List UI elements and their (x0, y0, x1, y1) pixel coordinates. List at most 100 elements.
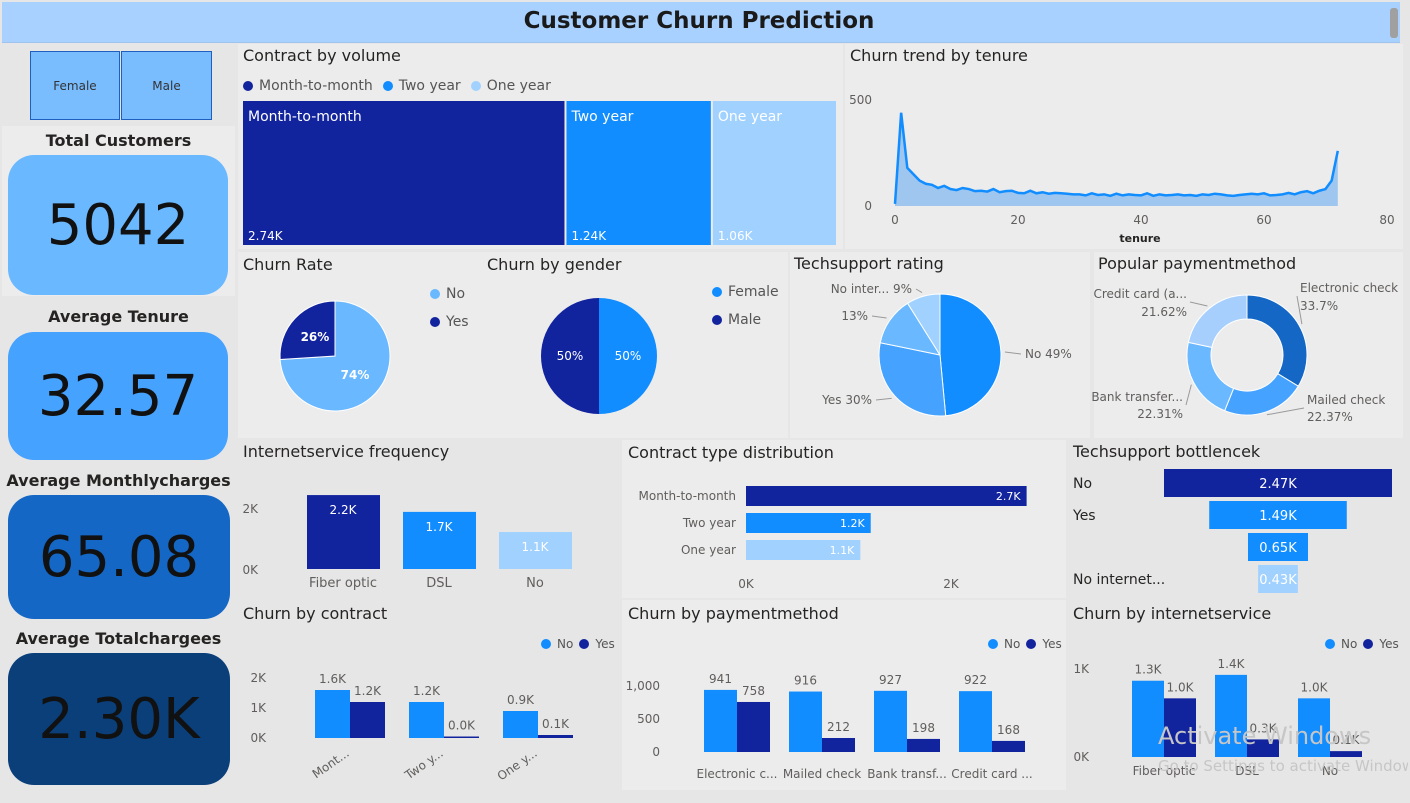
x-tick-label: Bank transf... (867, 767, 947, 781)
bar-data-label: 1.4K (1218, 657, 1246, 671)
scrollbar[interactable] (1390, 8, 1398, 38)
legend-label-no: No (1004, 637, 1021, 651)
bar (1298, 698, 1330, 757)
funnel-category-label: Yes (1072, 508, 1096, 524)
legend-dot-no (988, 639, 998, 649)
chart-title-churn-gender: Churn by gender (487, 255, 622, 274)
legend-label-yes: Yes (446, 314, 469, 330)
pie-slice (279, 300, 336, 360)
y-tick-label: 0K (250, 731, 267, 745)
legend-churn-rate-yes: Yes (430, 314, 469, 330)
kpi-label-total-customers: Total Customers (45, 131, 192, 150)
donut-leader-line (1266, 407, 1305, 416)
bar (1330, 751, 1362, 757)
legend-label-yes: Yes (1042, 637, 1062, 651)
bar-data-label: 212 (827, 720, 850, 734)
x-tick-label: Mont... (310, 746, 352, 781)
x-tick-label: One y... (495, 746, 540, 783)
activate-windows-watermark: Activate Windows (1158, 722, 1372, 750)
bar (737, 701, 770, 752)
legend-dot-no (430, 289, 440, 299)
legend-label-female: Female (728, 284, 779, 300)
slicer-male-button[interactable]: Male (121, 51, 212, 120)
chart-title-churn-rate: Churn Rate (243, 255, 333, 274)
donut-leader-line (1185, 384, 1192, 406)
treemap-tile (566, 101, 711, 245)
legend-dot-female (712, 287, 722, 297)
donut-slice (1246, 294, 1308, 387)
donut-category-label: Electronic check (1300, 281, 1398, 295)
chart-title-churn-payment: Churn by paymentmethod (628, 604, 839, 623)
legend-label-no: No (1341, 637, 1358, 651)
legend-label-male: Male (728, 312, 762, 328)
funnel-bar (1209, 501, 1347, 529)
donut-leader-line (1189, 301, 1208, 307)
x-tick-label: Two y... (402, 746, 446, 783)
bar-data-label: 1.3K (1135, 663, 1163, 677)
bar-data-label: 168 (997, 723, 1020, 737)
legend-dot-male (712, 315, 722, 325)
panel-churn-tenure (845, 44, 1403, 249)
legend-churn-payment: No Yes (988, 637, 1062, 651)
chart-title-internet-frequency: Internetservice frequency (243, 442, 450, 461)
donut-slice (1187, 294, 1248, 349)
funnel-data-label: 1.49K (1259, 509, 1297, 524)
y-tick-label: 0K (242, 563, 259, 577)
treemap-tile (712, 101, 836, 245)
bar-data-label: 0.3K (1250, 721, 1278, 735)
activate-windows-subtext: Go to Settings to activate Windows. (1158, 757, 1408, 775)
y-tick-label: Month-to-month (639, 489, 737, 503)
bar (307, 495, 380, 569)
donut-percent-label: 33.7% (1300, 299, 1338, 313)
pie-slice (939, 293, 1002, 417)
donut-slice (1186, 341, 1235, 412)
legend-dot-one-year (470, 81, 481, 91)
legend-dot-no (541, 639, 551, 649)
kpi-label-average-totalcharges: Average Totalchargees (15, 629, 222, 648)
pie-leader-line (875, 397, 892, 401)
bar (1132, 680, 1164, 757)
bar (746, 513, 871, 533)
x-tick-label: 2K (943, 577, 960, 591)
legend-dot-two-year (382, 81, 393, 91)
treemap-value-label: 2.74K (248, 229, 284, 243)
x-tick-label: 0 (891, 213, 899, 227)
x-tick-label: 60 (1256, 213, 1271, 227)
x-tick-label: Electronic c... (696, 767, 777, 781)
x-tick-label: DSL (426, 576, 452, 591)
legend-label-month-to-month: Month-to-month (259, 78, 373, 94)
bar (874, 690, 907, 752)
legend-label-yes: Yes (595, 637, 615, 651)
bar (315, 690, 350, 738)
legend-dot-yes (1026, 639, 1037, 649)
legend-label-no: No (557, 637, 574, 651)
y-tick-label: 2K (250, 671, 267, 685)
y-tick-label: 1K (1073, 662, 1090, 676)
bar-data-label: 2.2K (330, 503, 358, 517)
legend-gender-female: Female (712, 284, 779, 300)
bar-data-label: 1.2K (840, 517, 865, 530)
legend-dot-yes (579, 639, 590, 649)
slicer-female-button[interactable]: Female (30, 51, 120, 120)
pie-data-label: 74% (341, 368, 370, 382)
funnel-bar (1164, 469, 1392, 497)
legend-dot-yes (430, 317, 440, 327)
bar (403, 511, 476, 569)
y-tick-label: 2K (242, 502, 259, 516)
donut-percent-label: 22.31% (1137, 407, 1183, 421)
bar-data-label: 1.1K (830, 544, 855, 557)
bar (789, 691, 822, 752)
legend-label-two-year: Two year (398, 78, 461, 94)
x-tick-label: Fiber optic (309, 576, 377, 591)
chart-title-churn-tenure: Churn trend by tenure (850, 46, 1028, 65)
bar (499, 532, 572, 569)
tenure-area (895, 112, 1338, 206)
bar-data-label: 0.1K (542, 717, 570, 731)
x-tick-label: No (526, 576, 544, 591)
y-tick-label: 0 (864, 199, 872, 213)
y-tick-label: 1K (250, 701, 267, 715)
legend-churn-rate-no: No (430, 286, 465, 302)
bar-data-label: 758 (742, 684, 765, 698)
x-tick-label: 40 (1133, 213, 1148, 227)
